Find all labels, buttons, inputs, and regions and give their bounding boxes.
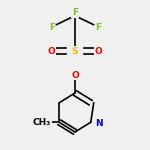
Text: O: O <box>94 46 102 56</box>
Text: F: F <box>95 22 101 32</box>
Text: O: O <box>71 70 79 80</box>
Text: F: F <box>72 8 78 17</box>
Text: O: O <box>48 46 56 56</box>
Text: N: N <box>95 119 103 128</box>
Text: S: S <box>72 46 78 56</box>
Text: CH₃: CH₃ <box>33 118 51 127</box>
Text: F: F <box>49 22 55 32</box>
